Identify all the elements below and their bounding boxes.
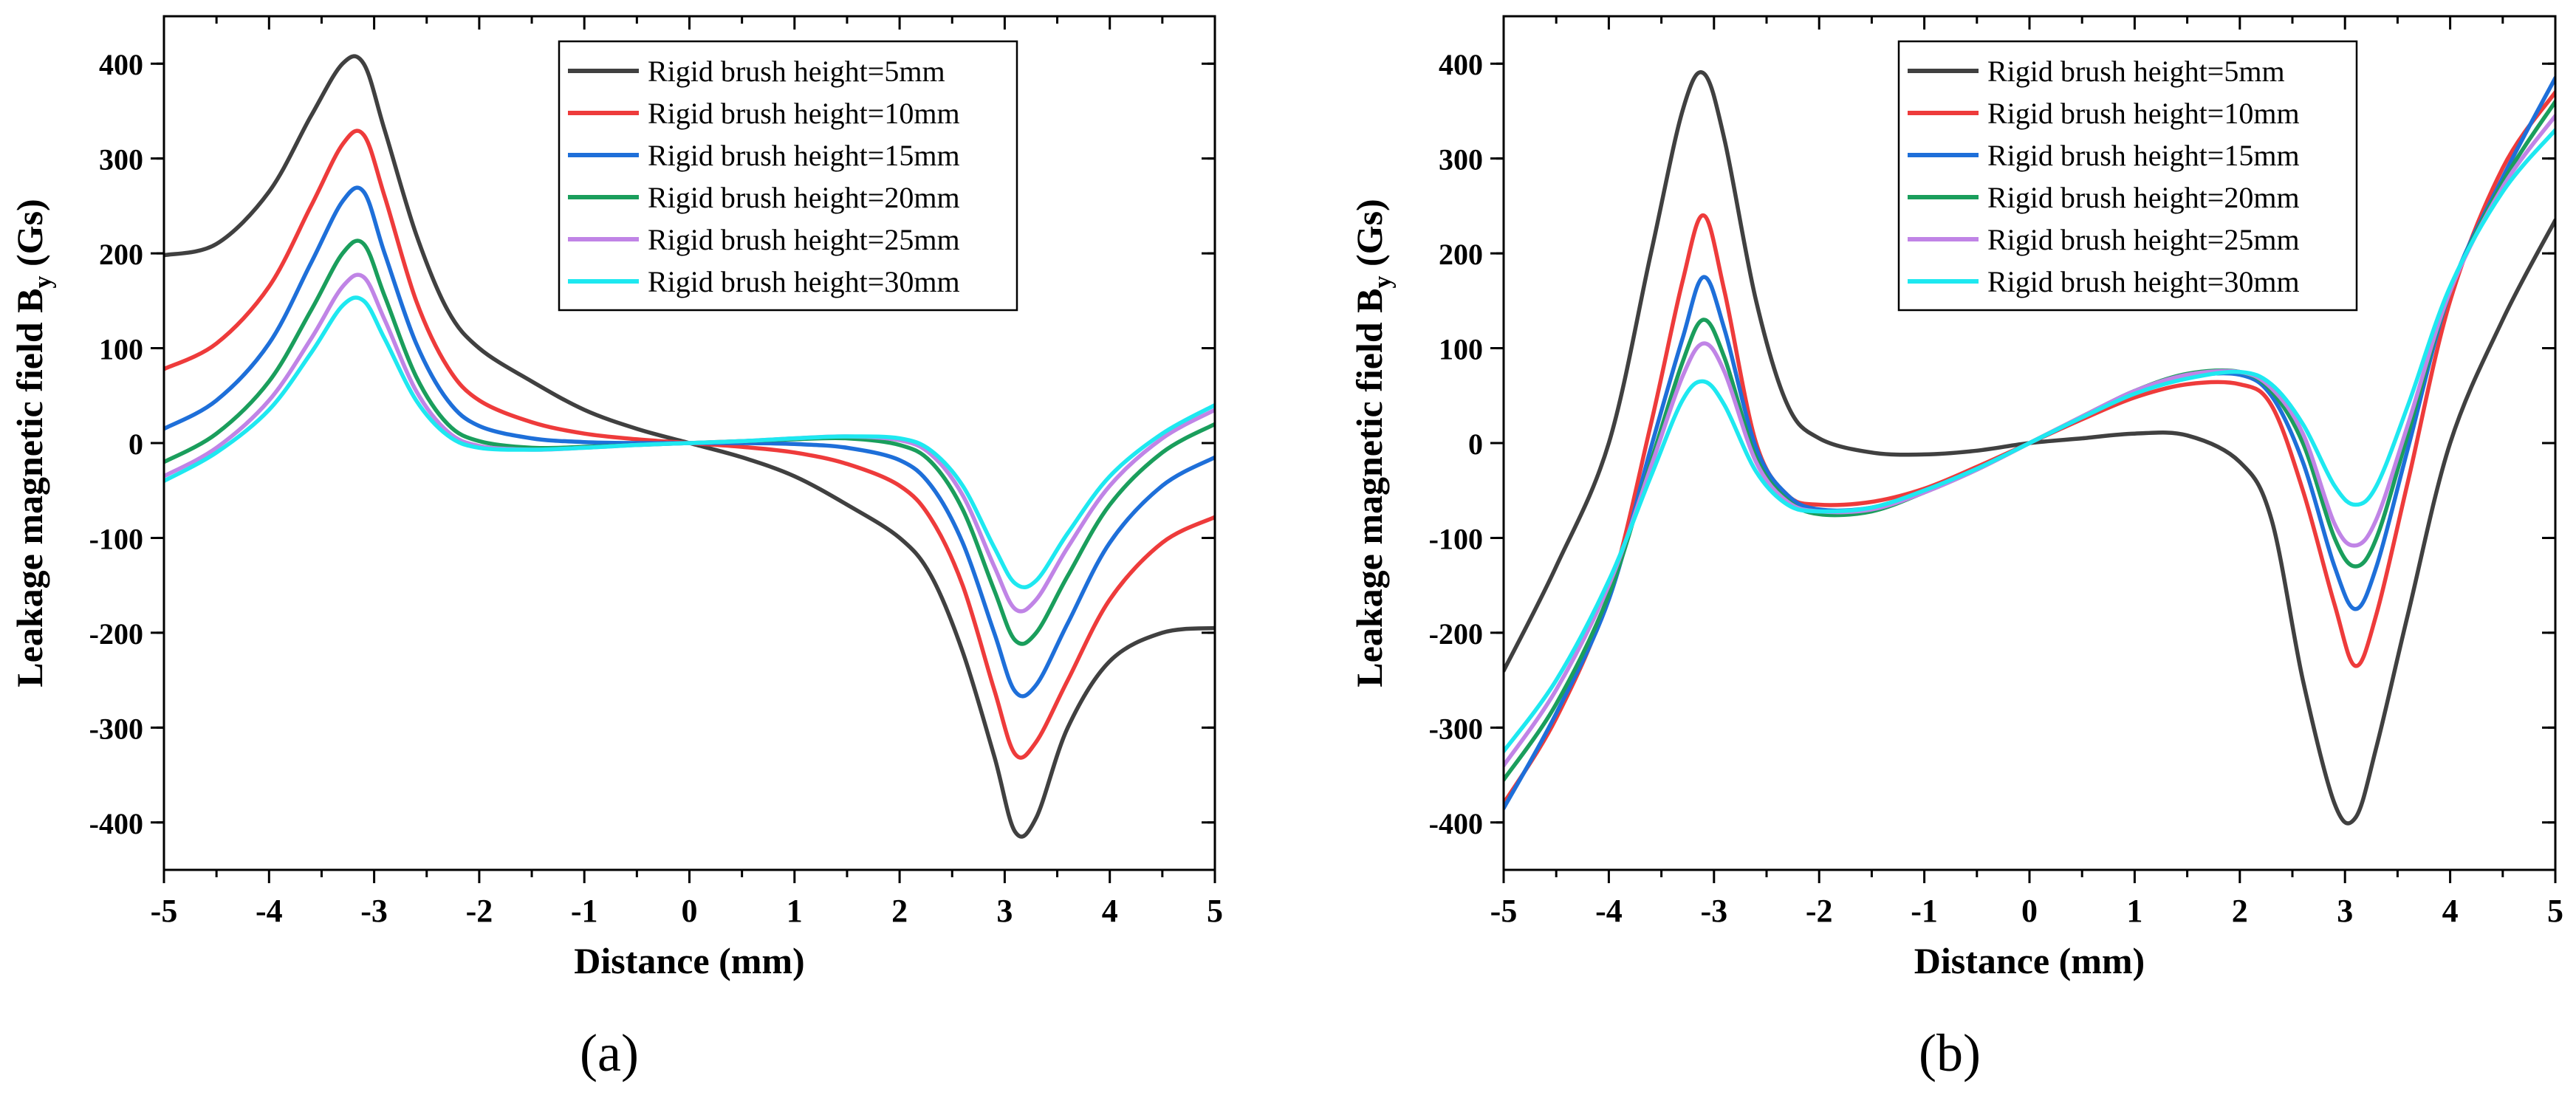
x-tick-label: -4	[256, 893, 283, 929]
legend: Rigid brush height=5mm Rigid brush height…	[558, 40, 1018, 312]
legend-label-5: Rigid brush height=25mm	[648, 223, 960, 256]
legend-label-4: Rigid brush height=20mm	[648, 181, 960, 214]
y-tick-label: -300	[89, 712, 143, 745]
y-tick-label: -300	[1429, 712, 1483, 745]
x-tick-label: 4	[2442, 893, 2459, 929]
x-tick-label: -5	[1490, 893, 1518, 929]
y-tick-label: -100	[89, 522, 143, 555]
y-axis-label: Leakage magnetic field By (Gs)	[9, 199, 57, 687]
x-tick-label: -3	[1700, 893, 1727, 929]
legend-label-3: Rigid brush height=15mm	[1987, 139, 2300, 172]
y-tick-label: 200	[99, 238, 143, 271]
chart-panel-b: -5 -4 -3 -2 -1 0 1 2 3 4 5 -400 -300 -200 -100 0 100 200 3…	[1349, 15, 2563, 981]
x-tick-label: -3	[360, 893, 388, 929]
panel-label-a: (a)	[580, 1023, 639, 1083]
x-tick-label: 0	[2021, 893, 2038, 929]
x-tick-label: 3	[996, 893, 1013, 929]
panel-label-b: (b)	[1919, 1023, 1981, 1083]
y-tick-label: -400	[1429, 807, 1483, 840]
legend-label-6: Rigid brush height=30mm	[648, 265, 960, 298]
legend-label-4: Rigid brush height=20mm	[1987, 181, 2300, 214]
y-tick-label: 0	[129, 428, 143, 461]
y-tick-label: 200	[1439, 238, 1483, 271]
legend-label-1: Rigid brush height=5mm	[1987, 55, 2285, 88]
legend-label-3: Rigid brush height=15mm	[648, 139, 960, 172]
y-tick-label: 300	[1439, 143, 1483, 176]
series-line-6	[164, 295, 1215, 589]
x-tick-label: 5	[2547, 893, 2563, 929]
y-tick-label: 300	[99, 143, 143, 176]
legend-label-5: Rigid brush height=25mm	[1987, 223, 2300, 256]
chart-panel-a: -5 -4 -3 -2 -1 0 1 2 3 4 5 -400 -300 -200 -100 0 100 200 3…	[9, 15, 1223, 981]
plot-area	[1504, 70, 2555, 826]
y-tick-label: 400	[99, 48, 143, 81]
x-tick-label: 4	[1102, 893, 1118, 929]
x-tick-label: 2	[2232, 893, 2248, 929]
x-axis-label: Distance (mm)	[574, 940, 804, 981]
x-tick-label: -2	[1806, 893, 1833, 929]
y-tick-label: -100	[1429, 522, 1483, 555]
y-tick-label: 400	[1439, 48, 1483, 81]
legend-box	[1897, 40, 2358, 312]
y-axis-label-main: Leakage magnetic field B	[9, 288, 50, 687]
x-tick-label: -5	[151, 893, 178, 929]
y-axis-label-unit: (Gs)	[9, 199, 50, 275]
y-tick-label: -200	[1429, 617, 1483, 651]
y-axis-label-unit: (Gs)	[1349, 199, 1390, 275]
y-axis-label-subscript: y	[30, 275, 57, 288]
y-tick-label: -400	[89, 807, 143, 840]
x-tick-label: 5	[1207, 893, 1223, 929]
legend-label-2: Rigid brush height=10mm	[1987, 97, 2300, 130]
x-tick-label: -1	[571, 893, 598, 929]
y-axis-label: Leakage magnetic field By (Gs)	[1349, 199, 1397, 687]
x-tick-label: 0	[682, 893, 698, 929]
x-tick-label: 3	[2337, 893, 2353, 929]
y-axis-label-subscript: y	[1369, 275, 1397, 288]
x-tick-label: 1	[787, 893, 803, 929]
x-tick-label: 2	[891, 893, 908, 929]
x-tick-label: -4	[1595, 893, 1623, 929]
x-tick-label: 1	[2126, 893, 2142, 929]
legend-label-6: Rigid brush height=30mm	[1987, 265, 2300, 298]
legend-label-2: Rigid brush height=10mm	[648, 97, 960, 130]
x-axis-label: Distance (mm)	[1914, 940, 2145, 981]
x-tick-label: -1	[1911, 893, 1938, 929]
series-line-6	[1504, 128, 2555, 754]
y-tick-label: 100	[99, 333, 143, 366]
x-tick-label: -2	[466, 893, 493, 929]
legend: Rigid brush height=5mm Rigid brush height…	[1897, 40, 2358, 312]
y-axis-label-main: Leakage magnetic field B	[1349, 288, 1390, 687]
legend-label-1: Rigid brush height=5mm	[648, 55, 945, 88]
legend-box	[558, 40, 1018, 312]
y-tick-label: 0	[1468, 428, 1483, 461]
y-tick-label: 100	[1439, 333, 1483, 366]
plot-area	[164, 54, 1215, 839]
y-tick-label: -200	[89, 617, 143, 651]
